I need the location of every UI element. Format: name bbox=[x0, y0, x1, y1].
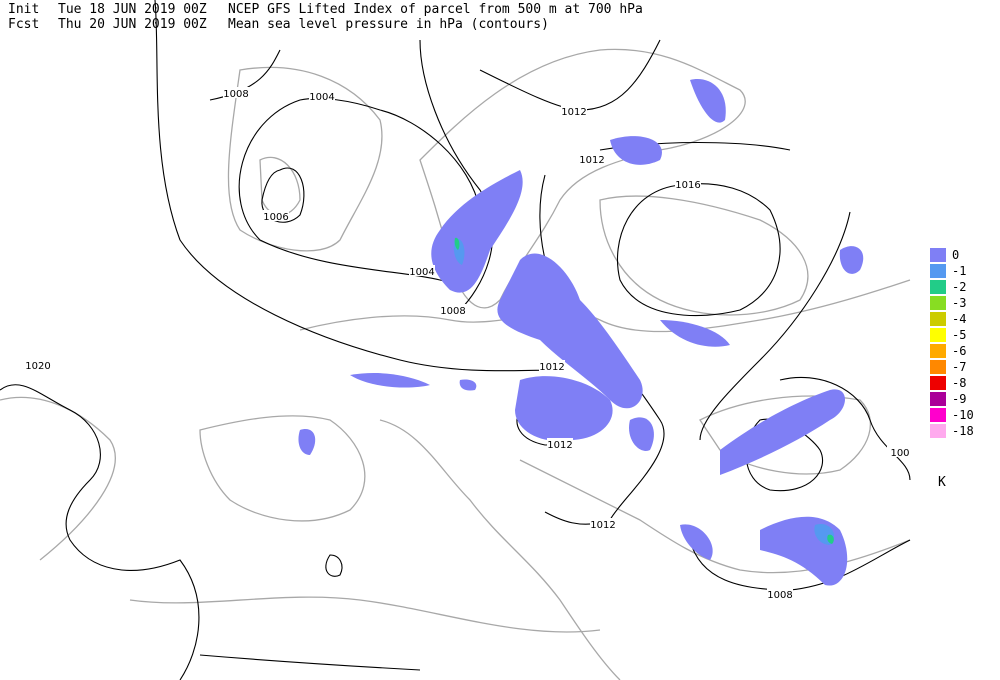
contour-label: 1008 bbox=[767, 590, 792, 601]
li-area bbox=[629, 417, 654, 451]
fcst-label: Fcst bbox=[8, 17, 39, 32]
legend-swatch bbox=[930, 280, 946, 294]
li-area bbox=[680, 524, 713, 560]
contour-label: 1008 bbox=[440, 306, 465, 317]
li-area bbox=[760, 516, 848, 586]
contour-label: 1020 bbox=[25, 361, 50, 372]
li-area bbox=[459, 379, 477, 391]
legend-swatch bbox=[930, 328, 946, 342]
fcst-time: Thu 20 JUN 2019 00Z bbox=[58, 17, 207, 32]
contour-label-bg bbox=[25, 359, 51, 370]
contour-label-bg bbox=[767, 588, 793, 599]
title: NCEP GFS Lifted Index of parcel from 500… bbox=[228, 2, 643, 17]
li-area bbox=[720, 389, 845, 475]
legend-label: -5 bbox=[952, 328, 966, 342]
li-area bbox=[690, 79, 726, 123]
legend-swatch bbox=[930, 312, 946, 326]
contour-label-bg bbox=[887, 446, 913, 457]
coastlines bbox=[0, 48, 911, 680]
li-area bbox=[298, 429, 316, 455]
contour-label-bg bbox=[223, 87, 249, 98]
contour-label-bg bbox=[579, 153, 605, 164]
contour-label-bg bbox=[263, 210, 289, 221]
isobars bbox=[0, 0, 911, 680]
li-area bbox=[454, 237, 460, 250]
legend-label: -6 bbox=[952, 344, 966, 358]
li-area bbox=[497, 253, 643, 409]
contour-label: 1012 bbox=[539, 362, 564, 373]
contour-label: 1016 bbox=[675, 180, 700, 191]
contour-label: 1012 bbox=[561, 107, 586, 118]
legend-label: -8 bbox=[952, 376, 966, 390]
contour-label: 1004 bbox=[309, 92, 334, 103]
legend-label: -4 bbox=[952, 312, 966, 326]
li-area bbox=[431, 170, 523, 293]
contour-label: 1008 bbox=[223, 89, 248, 100]
legend-swatch bbox=[930, 296, 946, 310]
contour-label-bg bbox=[309, 90, 335, 101]
contour-label: 1012 bbox=[590, 520, 615, 531]
legend-swatch bbox=[930, 360, 946, 374]
contour-label-bg bbox=[590, 518, 616, 529]
unit-label: K bbox=[938, 475, 946, 490]
contour-label: 100 bbox=[890, 448, 909, 459]
contour-label-bg bbox=[561, 105, 587, 116]
contour-label: 1012 bbox=[579, 155, 604, 166]
init-label: Init bbox=[8, 2, 39, 17]
subtitle: Mean sea level pressure in hPa (contours… bbox=[228, 17, 549, 32]
li-area bbox=[515, 376, 613, 441]
legend-swatch bbox=[930, 408, 946, 422]
li-area bbox=[839, 246, 864, 274]
legend-label: -1 bbox=[952, 264, 966, 278]
legend-label: -2 bbox=[952, 280, 966, 294]
li-area bbox=[610, 136, 662, 165]
legend-swatch bbox=[930, 424, 946, 438]
contour-label: 1004 bbox=[409, 267, 434, 278]
legend-label: -18 bbox=[952, 424, 974, 438]
legend-label: -10 bbox=[952, 408, 974, 422]
li-area bbox=[660, 320, 730, 347]
legend-label: 0 bbox=[952, 248, 959, 262]
init-time: Tue 18 JUN 2019 00Z bbox=[58, 2, 207, 17]
legend-swatch bbox=[930, 376, 946, 390]
contour-label-bg bbox=[409, 265, 435, 276]
legend-swatch bbox=[930, 344, 946, 358]
contour-label-bg bbox=[440, 304, 466, 315]
legend-label: -3 bbox=[952, 296, 966, 310]
legend-swatch bbox=[930, 264, 946, 278]
legend-label: -9 bbox=[952, 392, 966, 406]
contour-label-bg bbox=[675, 178, 701, 189]
contour-label: 1012 bbox=[547, 440, 572, 451]
contour-label-bg bbox=[547, 438, 573, 449]
li-area bbox=[827, 534, 834, 544]
legend-swatch bbox=[930, 248, 946, 262]
legend-label: -7 bbox=[952, 360, 966, 374]
li-area bbox=[350, 373, 430, 388]
lifted-index-areas bbox=[298, 79, 864, 586]
legend-swatch bbox=[930, 392, 946, 406]
contour-label: 1006 bbox=[263, 212, 288, 223]
contour-label-bg bbox=[539, 360, 565, 371]
